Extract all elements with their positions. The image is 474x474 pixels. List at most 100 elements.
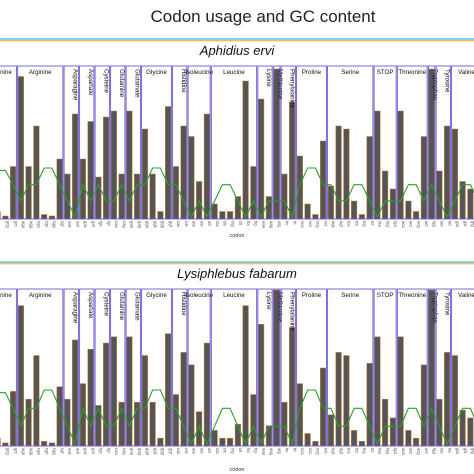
codon-tick-tag: tag bbox=[385, 448, 390, 454]
group-box-proline bbox=[296, 288, 327, 447]
bar-tct bbox=[366, 136, 373, 220]
codon-tick-aga: aga bbox=[21, 448, 26, 456]
codon-tick-gat: gat bbox=[91, 448, 96, 455]
codon-tick-ttc: ttc bbox=[285, 221, 290, 225]
bar-ccc bbox=[304, 203, 311, 220]
codon-tick-ggg: ggg bbox=[161, 221, 166, 229]
group-label-phenylalanine: Phenylalanine bbox=[288, 292, 295, 331]
group-label-proline: Proline bbox=[302, 69, 322, 76]
bar-atc bbox=[196, 411, 203, 447]
bar-ata bbox=[188, 136, 195, 220]
codon-tick-gcg: gcg bbox=[6, 448, 11, 455]
group-box-tryptophan bbox=[427, 288, 436, 447]
bar-ctg bbox=[227, 437, 234, 447]
codon-tick-gaa: gaa bbox=[130, 221, 135, 229]
bar-cgc bbox=[41, 214, 48, 220]
group-label-tyrosine: Tyrosine bbox=[443, 69, 450, 93]
codon-tick-cgg: cgg bbox=[52, 221, 57, 228]
group-label-stop: STOP bbox=[377, 69, 394, 76]
panel-2: Lysiphlebus fabarum Alanine Arginine Aspara… bbox=[0, 261, 474, 473]
group-box-valine bbox=[451, 65, 474, 220]
codon-tick-aac: aac bbox=[68, 448, 73, 455]
bar-ccc bbox=[304, 433, 311, 447]
group-label-stop: STOP bbox=[377, 292, 394, 299]
bar-ctc bbox=[219, 437, 226, 447]
group-label-phenylalanine: Phenylalanine bbox=[288, 69, 295, 108]
group-box-alanine bbox=[0, 288, 17, 447]
codon-tick-tcg: tcg bbox=[362, 448, 367, 454]
group-label-arginine: Arginine bbox=[29, 292, 52, 299]
group-label-glycine: Glycine bbox=[146, 292, 167, 299]
group-box-phenylalanine bbox=[280, 65, 296, 220]
group-box-glutamine bbox=[110, 288, 126, 447]
bar-gtg bbox=[467, 188, 474, 220]
codon-tick-cta: cta bbox=[215, 221, 220, 227]
group-box-asparagine bbox=[63, 65, 79, 220]
bar-ctc bbox=[219, 211, 226, 220]
amino-acid-groups: Alanine Arginine Asparagine Aspartate Cystei… bbox=[0, 65, 474, 220]
codon-tick-cat: cat bbox=[184, 221, 189, 227]
codon-tick-aca: aca bbox=[401, 448, 406, 455]
codon-tick-atg: atg bbox=[277, 448, 282, 454]
bar-gtc bbox=[459, 181, 466, 220]
bar-tcc bbox=[351, 200, 358, 220]
group-box-tryptophan bbox=[427, 65, 436, 220]
group-box-glutamate bbox=[125, 288, 141, 447]
bar-cta bbox=[211, 203, 218, 220]
bar-ttc bbox=[281, 173, 288, 220]
bar-cgc bbox=[41, 441, 48, 447]
bar-gct bbox=[10, 391, 17, 447]
codon-tick-tta: tta bbox=[246, 221, 251, 226]
bar-series bbox=[0, 68, 474, 220]
codon-tick-cga: cga bbox=[37, 448, 42, 455]
group-box-glycine bbox=[141, 288, 172, 447]
codon-tick-caa: caa bbox=[114, 448, 119, 455]
group-box-valine bbox=[451, 288, 474, 447]
codon-tick-tcc: tcc bbox=[354, 448, 359, 453]
codon-tick-ccg: ccg bbox=[316, 221, 321, 228]
bar-tca bbox=[343, 128, 350, 220]
codon-tick-aat: aat bbox=[75, 448, 80, 455]
codon-tick-ggc: ggc bbox=[153, 448, 158, 455]
bar-cgg bbox=[48, 442, 55, 447]
codon-tick-gtg: gtg bbox=[471, 448, 474, 454]
group-label-cysteine: Cysteine bbox=[102, 69, 109, 94]
bar-tat bbox=[444, 352, 451, 447]
codon-tick-gta: gta bbox=[455, 448, 460, 454]
bar-aca bbox=[397, 110, 404, 220]
bar-tcg bbox=[358, 441, 365, 447]
group-label-alanine: Alanine bbox=[0, 292, 12, 299]
bar-tta bbox=[242, 80, 249, 220]
bar-aag bbox=[265, 196, 272, 220]
bar-ttt bbox=[289, 101, 296, 220]
codon-tick-gtc: gtc bbox=[463, 221, 468, 227]
codon-tick-ttg: ttg bbox=[254, 221, 259, 226]
group-label-threonine: Threonine bbox=[398, 292, 426, 299]
codon-tick-cag: cag bbox=[122, 221, 127, 228]
codon-tick-cac: cac bbox=[176, 221, 181, 228]
bar-gat bbox=[87, 349, 94, 447]
group-label-glycine: Glycine bbox=[146, 69, 167, 76]
group-box-isoleucine bbox=[187, 65, 211, 220]
codon-tick-cgc: cgc bbox=[44, 448, 49, 455]
codon-tick-aac: aac bbox=[68, 221, 73, 228]
codon-tick-tta: tta bbox=[246, 448, 251, 453]
bar-acg bbox=[413, 437, 420, 447]
bar-ccg bbox=[312, 214, 319, 220]
codon-tick-cca: cca bbox=[300, 448, 305, 455]
codon-tick-gaa: gaa bbox=[130, 448, 135, 456]
group-box-aspartate bbox=[79, 288, 95, 447]
gc-content-line bbox=[0, 167, 474, 219]
codon-tick-cct: cct bbox=[323, 448, 328, 454]
codon-tick-atc: atc bbox=[199, 221, 204, 227]
group-box-serine bbox=[327, 65, 374, 220]
group-box-methionine bbox=[272, 65, 281, 220]
bar-ggc bbox=[149, 173, 156, 220]
group-label-lysine: Lysine bbox=[265, 69, 272, 87]
group-label-methionine: Methionine bbox=[277, 292, 284, 323]
codon-tick-gag: gag bbox=[137, 221, 142, 229]
codon-tick-aga: aga bbox=[21, 221, 26, 229]
bar-tgt bbox=[103, 116, 110, 220]
bar-aat bbox=[72, 339, 79, 447]
codon-tick-caa: caa bbox=[114, 221, 119, 228]
